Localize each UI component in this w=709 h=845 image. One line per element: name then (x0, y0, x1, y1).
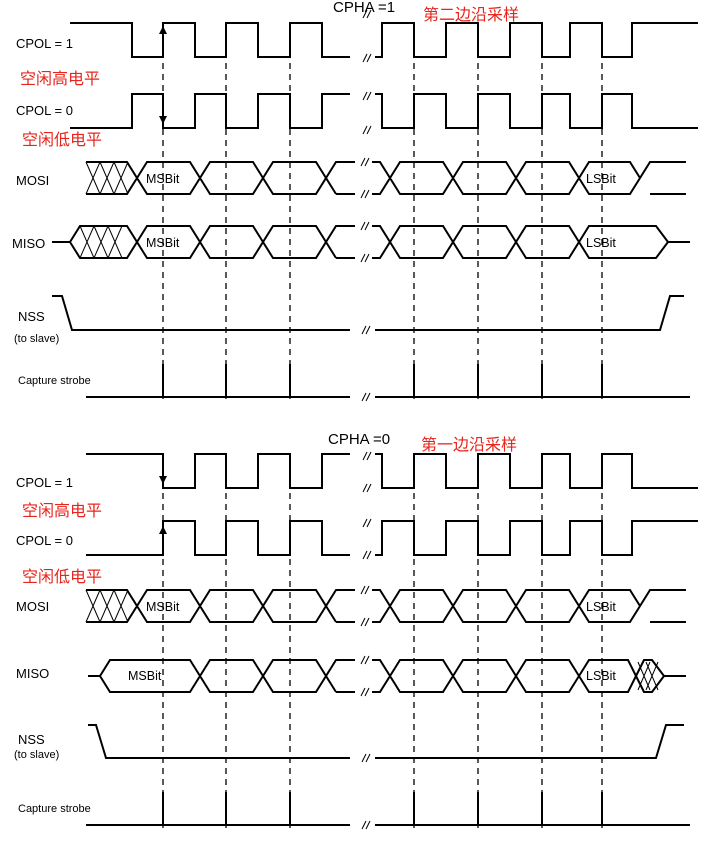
cpha0-mosi-lsbit: LSBit (586, 600, 616, 614)
cpha0-capture-strobe (86, 792, 690, 826)
cpha1-cpol0-label: CPOL = 0 (16, 103, 73, 118)
cpha1-mosi-undefined (85, 161, 129, 195)
cpha1-time-break (360, 9, 372, 402)
cpha0-nss-label: NSS (18, 732, 45, 747)
cpha1-cpol1-note: 空闲高电平 (20, 69, 100, 88)
cpha1-nss-sublabel: (to slave) (14, 333, 59, 345)
cpha1-miso-undefined (79, 225, 123, 259)
cpha0-mosi-label: MOSI (16, 599, 49, 614)
cpha1-mosi-lsbit: LSBit (586, 172, 616, 186)
cpha1-miso-label: MISO (12, 236, 45, 251)
cpha0-nss-sublabel: (to slave) (14, 749, 59, 761)
cpha0-miso-label: MISO (16, 666, 49, 681)
cpha0-cpol0-clock (86, 520, 698, 556)
cpha0-title: CPHA =0 (328, 431, 390, 448)
cpha0-note: 第一边沿采样 (421, 435, 517, 454)
cpha1-nss-signal (52, 295, 684, 331)
cpha1-miso-bus (52, 225, 690, 259)
cpha0-nss-signal (88, 724, 684, 759)
cpha1-note: 第二边沿采样 (423, 5, 519, 24)
cpha1-mosi-label: MOSI (16, 173, 49, 188)
cpha0-miso-undefined (637, 661, 659, 691)
cpha0-cpol1-note: 空闲高电平 (22, 501, 102, 520)
cpha1-title: CPHA =1 (333, 0, 395, 16)
cpha1-sampling-guides (162, 30, 603, 400)
cpha0-cpol0-label: CPOL = 0 (16, 533, 73, 548)
cpha1-cpol0-clock (70, 93, 698, 129)
cpha0-cpol1-clock (86, 453, 698, 489)
cpha1-panel: CPHA =1 第二边沿采样 CPOL = 1 空闲高电平 CPOL = 0 空… (12, 0, 698, 402)
cpha1-cpol1-label: CPOL = 1 (16, 36, 73, 51)
cpha0-mosi-undefined (85, 589, 129, 623)
cpha1-strobe-label: Capture strobe (18, 375, 91, 387)
cpha0-sampling-guides (162, 460, 603, 828)
cpha1-mosi-bus (86, 161, 686, 195)
cpha1-capture-strobe (86, 364, 690, 398)
cpha1-miso-lsbit: LSBit (586, 236, 616, 250)
cpha0-mosi-bus (86, 589, 686, 623)
cpha1-cpol0-note: 空闲低电平 (22, 130, 102, 149)
cpha0-miso-bus (88, 659, 686, 693)
cpha0-miso-msbit: MSBit (128, 669, 162, 683)
cpha0-cpol1-arrow-head (159, 476, 167, 484)
cpha0-cpol0-note: 空闲低电平 (22, 567, 102, 586)
cpha0-time-break (360, 451, 372, 830)
cpha0-panel: CPHA =0 第一边沿采样 CPOL = 1 空闲高电平 CPOL = 0 空… (14, 431, 698, 830)
cpha1-cpol1-clock (70, 22, 698, 58)
cpha0-miso-lsbit: LSBit (586, 669, 616, 683)
cpha1-nss-label: NSS (18, 309, 45, 324)
cpha0-strobe-label: Capture strobe (18, 803, 91, 815)
cpha0-cpol1-label: CPOL = 1 (16, 475, 73, 490)
